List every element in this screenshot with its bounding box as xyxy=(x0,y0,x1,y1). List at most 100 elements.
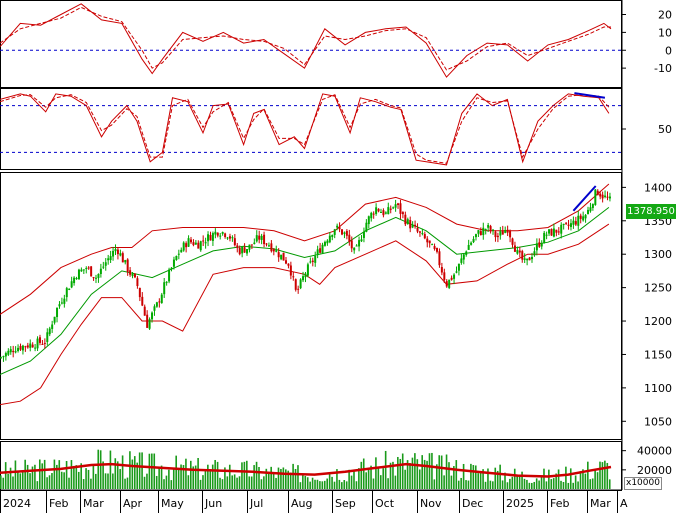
x-tick-label: Aug xyxy=(291,497,312,510)
volume-bar xyxy=(165,475,168,489)
volume-bar xyxy=(136,462,139,489)
candle-body xyxy=(241,247,244,254)
volume-bar xyxy=(299,482,302,489)
volume-bar xyxy=(574,475,577,489)
volume-bar xyxy=(501,480,504,489)
y-tick-label: 1400 xyxy=(644,181,672,194)
candle-body xyxy=(552,228,555,237)
volume-bar xyxy=(0,475,2,489)
volume-bar xyxy=(102,461,104,489)
volume-bar xyxy=(565,466,567,489)
volume-bar xyxy=(275,477,277,489)
volume-bar xyxy=(472,465,475,489)
volume-bar xyxy=(557,469,560,489)
candle-body xyxy=(387,207,390,215)
volume-bar xyxy=(338,479,341,489)
candle-body xyxy=(214,231,217,235)
candle-body xyxy=(172,259,175,267)
candle-body xyxy=(606,196,609,198)
candle-body xyxy=(233,238,236,246)
candle-body xyxy=(338,227,341,230)
candle-body xyxy=(226,237,229,239)
volume-bar xyxy=(153,453,156,489)
volume-bar xyxy=(599,461,601,489)
volume-bar xyxy=(601,462,604,489)
volume-bar xyxy=(287,470,290,489)
candle-body xyxy=(492,229,495,231)
candle-body xyxy=(165,281,168,283)
volume-bar xyxy=(479,471,482,489)
candle-body xyxy=(448,279,451,288)
candle-body xyxy=(440,267,443,273)
volume-bar xyxy=(17,472,19,489)
x-tick-label: 2024 xyxy=(3,497,31,510)
candle-body xyxy=(238,247,241,255)
candle-body xyxy=(465,251,468,255)
candle-body xyxy=(163,282,166,295)
volume-bar xyxy=(31,466,34,489)
candle-body xyxy=(46,332,49,342)
volume-bar xyxy=(221,479,224,489)
volume-bar xyxy=(214,459,216,489)
volume-bar xyxy=(533,481,536,489)
volume-bar xyxy=(21,470,24,489)
volume-bar xyxy=(238,476,241,489)
candle-body xyxy=(124,260,127,263)
candle-body xyxy=(372,213,375,215)
volume-bar xyxy=(323,480,326,489)
volume-bar xyxy=(482,469,484,489)
candle-body xyxy=(265,243,268,245)
candle-body xyxy=(60,302,63,304)
candle-body xyxy=(243,247,246,253)
candle-body xyxy=(467,244,470,250)
candle-body xyxy=(540,243,543,247)
volume-bar xyxy=(9,467,12,489)
volume-bar xyxy=(477,473,480,489)
candle-body xyxy=(533,251,536,256)
volume-bar xyxy=(492,481,494,489)
volume-bar xyxy=(248,476,251,489)
candle-body xyxy=(326,240,329,244)
volume-bar xyxy=(377,467,380,489)
volume-bar xyxy=(328,474,331,489)
volume-bar xyxy=(365,472,367,489)
volume-bar xyxy=(48,475,51,489)
candle-body xyxy=(56,307,59,318)
candle-body xyxy=(9,349,12,353)
candle-body xyxy=(470,242,473,245)
volume-bar xyxy=(343,480,346,489)
volume-bar xyxy=(465,480,467,489)
volume-bar xyxy=(401,453,404,489)
candle-body xyxy=(494,231,497,238)
volume-bar xyxy=(579,471,582,489)
volume-bar xyxy=(350,475,353,489)
candle-body xyxy=(151,312,154,320)
volume-bar xyxy=(608,479,611,489)
volume-bar xyxy=(158,466,160,489)
volume-bar xyxy=(187,475,190,489)
volume-bar xyxy=(231,475,234,489)
volume-bar xyxy=(572,482,575,489)
volume-bar xyxy=(129,451,131,489)
candle-body xyxy=(479,231,482,236)
candle-body xyxy=(133,273,136,278)
volume-bar xyxy=(228,464,231,489)
volume-bar xyxy=(270,466,272,489)
candle-body xyxy=(584,214,587,219)
candle-body xyxy=(224,233,227,237)
volume-bar xyxy=(292,463,294,489)
volume-bar xyxy=(68,477,70,489)
volume-bar xyxy=(41,463,44,489)
candle-body xyxy=(367,216,370,225)
volume-bar xyxy=(95,473,97,489)
volume-bar xyxy=(180,464,182,489)
volume-bar xyxy=(243,461,246,489)
candle-body xyxy=(384,212,387,214)
volume-bar xyxy=(457,480,460,489)
volume-bar xyxy=(345,481,348,489)
y-tick-label: 10 xyxy=(658,26,672,39)
candle-body xyxy=(85,268,88,270)
candle-body xyxy=(362,231,365,238)
volume-bar xyxy=(107,473,109,489)
